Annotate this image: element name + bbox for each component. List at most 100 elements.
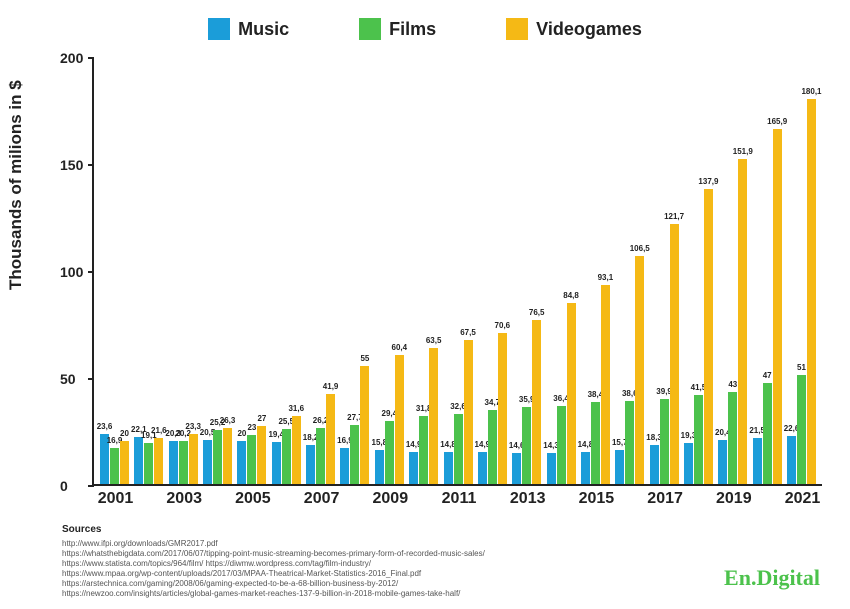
bar-value-label: 93,1 <box>598 273 614 282</box>
year-group: 19,425,531,6 <box>272 416 301 484</box>
year-group: 14,832,667,5 <box>444 340 473 484</box>
year-group: 202327 <box>237 426 266 484</box>
bar-videogames: 121,7 <box>670 224 679 484</box>
bar-value-label: 60,4 <box>392 343 408 352</box>
bar-films: 23 <box>247 435 256 484</box>
bar-films: 41,5 <box>694 395 703 484</box>
source-line: https://www.statista.com/topics/964/film… <box>62 559 485 569</box>
xtick-label: 2013 <box>510 490 546 508</box>
bar-films: 38,6 <box>625 401 634 484</box>
bar-value-label: 21,6 <box>151 426 167 435</box>
bar-videogames: 180,1 <box>807 99 816 484</box>
bar-music: 20,4 <box>718 440 727 484</box>
bar-videogames: 84,8 <box>567 303 576 484</box>
bar-films: 35,9 <box>522 407 531 484</box>
legend-swatch-videogames <box>506 18 528 40</box>
ytick-mark <box>88 57 94 59</box>
ytick-mark <box>88 271 94 273</box>
legend-label-videogames: Videogames <box>536 19 642 40</box>
bar-music: 14,9 <box>478 452 487 484</box>
bar-value-label: 43 <box>728 380 737 389</box>
bar-videogames: 151,9 <box>738 159 747 484</box>
year-group: 14,838,493,1 <box>581 285 610 484</box>
legend-swatch-films <box>359 18 381 40</box>
bar-films: 27,7 <box>350 425 359 484</box>
bar-videogames: 21,6 <box>154 438 163 484</box>
bar-videogames: 106,5 <box>635 256 644 484</box>
bar-films: 32,6 <box>454 414 463 484</box>
year-group: 22,651180,1 <box>787 99 816 484</box>
xtick-label: 2009 <box>373 490 409 508</box>
bar-music: 14,6 <box>512 453 521 484</box>
ytick-label: 100 <box>60 264 83 280</box>
logo: En.Digital <box>724 565 820 591</box>
year-group: 15,738,6106,5 <box>615 256 644 484</box>
year-group: 18,226,241,9 <box>306 394 335 484</box>
year-group: 19,341,5137,9 <box>684 189 713 484</box>
bar-films: 51 <box>797 375 806 484</box>
bar-films: 16,9 <box>110 448 119 484</box>
year-group: 22,119,121,6 <box>134 437 163 484</box>
xtick-label: 2011 <box>442 490 477 508</box>
bar-music: 15,8 <box>375 450 384 484</box>
bar-films: 43 <box>728 392 737 484</box>
bar-value-label: 180,1 <box>801 87 821 96</box>
xtick-label: 2003 <box>166 490 202 508</box>
bar-music: 20,3 <box>169 441 178 484</box>
bar-value-label: 151,9 <box>733 147 753 156</box>
bars-container: 23,616,92022,119,121,620,320,223,320,525… <box>94 58 822 484</box>
bar-films: 19,1 <box>144 443 153 484</box>
bar-music: 14,9 <box>409 452 418 484</box>
ytick-label: 150 <box>60 157 83 173</box>
bar-videogames: 93,1 <box>601 285 610 484</box>
ytick-mark <box>88 378 94 380</box>
bar-music: 14,8 <box>444 452 453 484</box>
source-line: https://www.mpaa.org/wp-content/uploads/… <box>62 569 485 579</box>
ytick-label: 200 <box>60 50 83 66</box>
bar-value-label: 84,8 <box>563 291 579 300</box>
bar-films: 26,2 <box>316 428 325 484</box>
bar-music: 19,4 <box>272 442 281 484</box>
bar-value-label: 26,3 <box>220 416 236 425</box>
bar-films: 31,8 <box>419 416 428 484</box>
year-group: 14,336,484,8 <box>547 303 576 484</box>
bar-value-label: 165,9 <box>767 117 787 126</box>
chart-area: 23,616,92022,119,121,620,320,223,320,525… <box>64 58 824 518</box>
bar-value-label: 27 <box>257 414 266 423</box>
year-group: 20,443151,9 <box>718 159 747 484</box>
year-group: 16,927,755 <box>340 366 369 484</box>
bar-music: 15,7 <box>615 450 624 484</box>
sources-title: Sources <box>62 524 485 537</box>
bar-music: 20,5 <box>203 440 212 484</box>
legend-item-music: Music <box>208 18 289 40</box>
bar-value-label: 121,7 <box>664 212 684 221</box>
bar-music: 18,2 <box>306 445 315 484</box>
source-line: https://newzoo.com/insights/articles/glo… <box>62 589 485 599</box>
bar-music: 20 <box>237 441 246 484</box>
bar-music: 14,3 <box>547 453 556 484</box>
source-line: https://arstechnica.com/gaming/2008/06/g… <box>62 579 485 589</box>
year-group: 18,339,9121,7 <box>650 224 679 484</box>
bar-videogames: 137,9 <box>704 189 713 484</box>
xtick-label: 2005 <box>235 490 271 508</box>
year-group: 14,635,976,5 <box>512 320 541 484</box>
bar-value-label: 31,6 <box>288 404 304 413</box>
bar-music: 19,3 <box>684 443 693 484</box>
bar-videogames: 76,5 <box>532 320 541 484</box>
logo-text-b: Digital <box>756 565 820 590</box>
bar-value-label: 23 <box>247 423 256 432</box>
bar-films: 36,4 <box>557 406 566 484</box>
bar-value-label: 137,9 <box>698 177 718 186</box>
year-group: 21,547165,9 <box>753 129 782 484</box>
bar-videogames: 23,3 <box>189 434 198 484</box>
bar-music: 16,9 <box>340 448 349 484</box>
bar-films: 34,7 <box>488 410 497 484</box>
bar-films: 47 <box>763 383 772 484</box>
bar-value-label: 55 <box>360 354 369 363</box>
legend-item-videogames: Videogames <box>506 18 642 40</box>
bar-films: 29,4 <box>385 421 394 484</box>
bar-films: 25,2 <box>213 430 222 484</box>
legend: Music Films Videogames <box>0 0 850 48</box>
bar-videogames: 55 <box>360 366 369 484</box>
bar-value-label: 106,5 <box>630 244 650 253</box>
